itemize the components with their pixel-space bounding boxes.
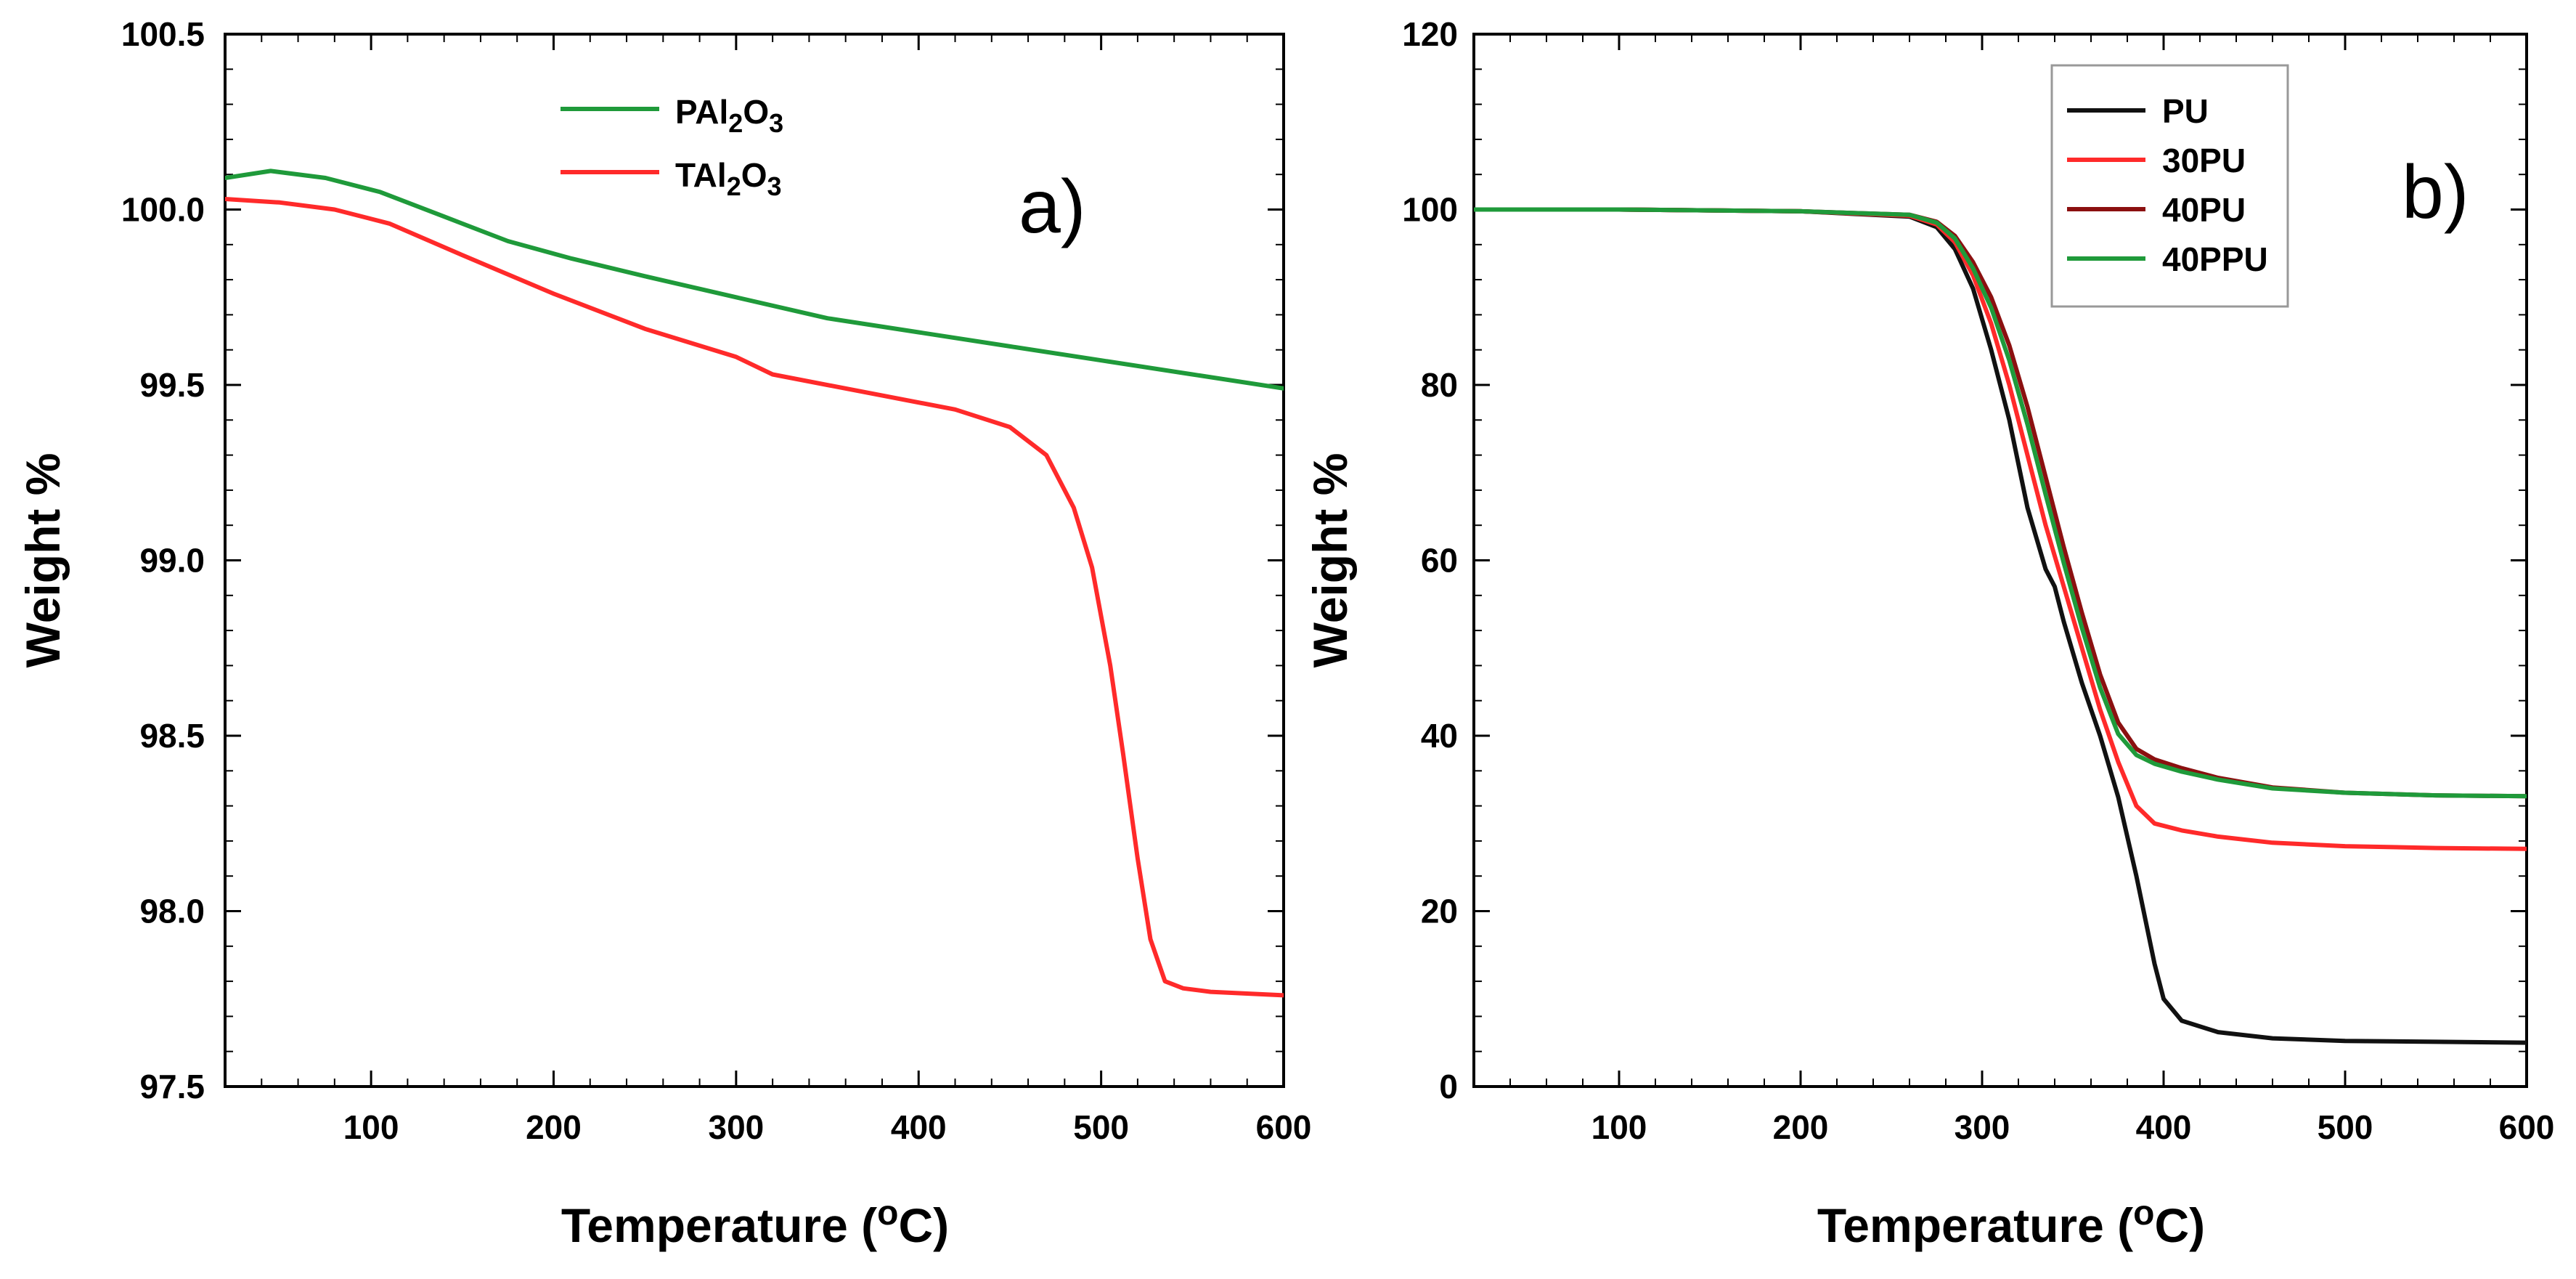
a-x-tick-label: 300 <box>708 1108 764 1146</box>
b-x-tick-label: 300 <box>1955 1108 2010 1146</box>
b-series-group <box>1474 207 2527 1045</box>
b-x-tick-label: 600 <box>2499 1108 2555 1146</box>
b-legend-box <box>2050 64 2289 308</box>
a-series-group <box>225 168 1284 998</box>
a-series-line-pal2o3 <box>225 168 1284 391</box>
b-series-line-40ppu <box>1474 207 2527 799</box>
b-y-tick-label: 80 <box>1421 366 1458 404</box>
b-x-tick-label: 500 <box>2318 1108 2373 1146</box>
b-x-tick-label: 100 <box>1591 1108 1647 1146</box>
a-panel-label: a) <box>1019 165 1085 249</box>
b-legend-label-pu: PU <box>2162 92 2209 130</box>
b-panel-label: b) <box>2402 150 2469 235</box>
a-y-tick-label: 98.0 <box>139 893 205 930</box>
a-y-tick-label: 97.5 <box>139 1068 205 1105</box>
a-y-tick-label: 100.5 <box>121 15 205 53</box>
b-y-axis-title: Weight % <box>1303 453 1357 668</box>
a-series-line-tal2o3 <box>225 197 1284 998</box>
b-y-tick-label: 40 <box>1421 717 1458 755</box>
b-y-tick-label: 120 <box>1402 15 1458 53</box>
b-y-tick-label: 0 <box>1439 1068 1458 1105</box>
b-legend-label-40pu: 40PU <box>2162 191 2246 229</box>
a-x-tick-label: 400 <box>891 1108 947 1146</box>
b-x-axis-title: Temperature (oC) <box>1817 1194 2205 1252</box>
a-x-tick-label: 500 <box>1073 1108 1129 1146</box>
a-legend-label-pal2o3: PAl2O3 <box>675 93 783 138</box>
b-y-tick-label: 60 <box>1421 542 1458 580</box>
a-x-tick-label: 200 <box>526 1108 582 1146</box>
b-legend: PU 30PU 40PU 40PPU <box>2050 64 2289 308</box>
a-y-tick-label: 98.5 <box>139 717 205 755</box>
a-legend-label-tal2o3: TAl2O3 <box>675 156 782 201</box>
b-legend-label-30pu: 30PU <box>2162 142 2246 179</box>
a-legend: PAl2O3 TAl2O3 <box>561 93 783 201</box>
b-y-tick-label: 20 <box>1421 893 1458 930</box>
a-y-tick-label: 100.0 <box>121 191 205 229</box>
a-y-axis-title: Weight % <box>16 453 70 668</box>
panel-b-chart: 100 200 300 400 500 600 0 20 40 60 80 100 120 Tempera… <box>1303 15 2554 1252</box>
a-x-tick-label: 600 <box>1256 1108 1312 1146</box>
b-y-tick-label: 100 <box>1402 191 1458 229</box>
a-x-tick-label: 100 <box>343 1108 399 1146</box>
panel-a-chart: 100 200 300 400 500 600 97.5 98.0 98.5 99.0 99.5 10… <box>16 15 1311 1252</box>
b-legend-label-40ppu: 40PPU <box>2162 240 2268 278</box>
a-y-tick-label: 99.0 <box>139 542 205 580</box>
a-y-tick-label: 99.5 <box>139 366 205 404</box>
b-x-tick-label: 200 <box>1773 1108 1829 1146</box>
a-x-axis-title: Temperature (oC) <box>561 1194 949 1252</box>
b-x-tick-label: 400 <box>2136 1108 2192 1146</box>
